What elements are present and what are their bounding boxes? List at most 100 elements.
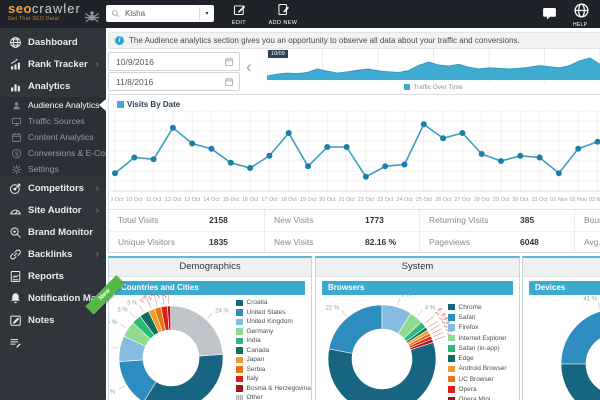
legend-swatch: [236, 337, 243, 344]
range-prev-chevron-icon[interactable]: ‹: [246, 57, 252, 76]
svg-text:2 %: 2 %: [156, 294, 166, 300]
legend-item: Bosnia & Herzegovina: [236, 384, 311, 394]
conversions-e-commerce-icon: $: [11, 148, 22, 159]
browsers-legend: Chrome Safari Firefox Internet Explorer Safa…: [448, 302, 507, 400]
sidebar-item-site-auditor[interactable]: Site Auditor ›: [0, 199, 106, 221]
svg-text:11 Oct: 11 Oct: [146, 197, 162, 203]
svg-text:3 %: 3 %: [127, 300, 138, 306]
panel-title: Demographics: [109, 258, 311, 277]
stat-label: Unique Visitors: [118, 237, 176, 247]
legend-swatch: [448, 345, 455, 352]
stat-label: Returning Visits: [429, 215, 489, 225]
competitors-icon: [9, 182, 22, 195]
legend-item: Japan: [236, 355, 311, 365]
legend-swatch: [448, 386, 455, 393]
sidebar-item-label: Analytics: [28, 80, 71, 92]
legend-item: Italy: [236, 374, 311, 384]
sidebar-nav: Dashboard Rank Tracker › Analytics Audience …: [0, 28, 106, 400]
sidebar-item-audience-analytics[interactable]: Audience Analytics: [0, 97, 106, 113]
spider-icon: [84, 8, 100, 24]
legend-label: Japan: [246, 356, 265, 364]
svg-text:21 Oct: 21 Oct: [338, 197, 355, 203]
date-from-input[interactable]: 10/9/2016: [108, 52, 240, 71]
sidebar-item-conversions-e-commerce[interactable]: $ Conversions & E-Commerce: [0, 145, 106, 161]
notification-manager-icon: [9, 292, 22, 305]
sidebar-item-notes[interactable]: Notes: [0, 309, 106, 331]
demographics-panel: Demographics Countries and Cities 35 %15…: [108, 256, 312, 400]
search-input[interactable]: [123, 8, 199, 19]
legend-swatch: [236, 394, 243, 400]
svg-text:1 %: 1 %: [441, 315, 451, 326]
sidebar-item-brand-monitor[interactable]: Brand Monitor: [0, 221, 106, 243]
rank-tracker-icon: [9, 58, 22, 71]
legend-swatch: [236, 375, 243, 382]
chat-button[interactable]: [541, 5, 558, 21]
stat-value: 1835: [209, 237, 228, 247]
stat-label: New Visits: [274, 237, 314, 247]
stat-value: 2158: [209, 215, 228, 225]
sidebar-item-competitors[interactable]: Competitors ›: [0, 177, 106, 199]
brand-monitor-icon: [9, 226, 22, 239]
svg-text:18 Oct: 18 Oct: [281, 197, 298, 203]
sidebar-item-label: Content Analytics: [28, 132, 94, 142]
legend-swatch: [236, 366, 243, 373]
help-icon: [573, 2, 590, 19]
sidebar-item-content-analytics[interactable]: Content Analytics: [0, 129, 106, 145]
legend-item: United Kingdom: [236, 317, 311, 327]
sidebar-item-reports[interactable]: Reports: [0, 265, 106, 287]
sidebar-item-analytics[interactable]: Analytics: [0, 75, 106, 97]
sidebar-item-notification-manager[interactable]: Notification Manager: [0, 287, 106, 309]
svg-text:41 %: 41 %: [583, 297, 597, 303]
chevron-right-icon: ›: [95, 58, 99, 70]
sidebar-item-menu[interactable]: [0, 331, 106, 353]
svg-text:26 Oct: 26 Oct: [435, 197, 452, 203]
svg-text:5 %: 5 %: [109, 320, 118, 326]
stat-unique-visitors: Unique Visitors 1835: [109, 231, 264, 252]
mini-chart-date-badge: 10/09: [268, 50, 288, 58]
sidebar-item-label: Notification Manager: [28, 292, 106, 304]
legend-swatch: [236, 347, 243, 354]
panel-subtitle: Devices: [529, 281, 600, 295]
sidebar-item-settings[interactable]: Settings: [0, 161, 106, 177]
sidebar-item-dashboard[interactable]: Dashboard: [0, 31, 106, 53]
search-box[interactable]: ▾: [106, 5, 214, 22]
edit-button[interactable]: EDIT: [221, 3, 257, 26]
svg-text:24 %: 24 %: [215, 308, 229, 314]
calendar-icon[interactable]: [224, 77, 234, 87]
svg-text:1 %: 1 %: [438, 311, 448, 322]
legend-label: Chrome: [458, 303, 482, 311]
legend-label: Italy: [246, 375, 259, 383]
legend-label: Safari: [458, 313, 476, 321]
sidebar-item-label: Site Auditor: [28, 204, 82, 216]
add-new-button[interactable]: ADD NEW: [259, 3, 307, 26]
content-analytics-icon: [11, 132, 22, 143]
legend-label: Germany: [246, 327, 274, 335]
legend-item: United States: [236, 308, 311, 318]
date-from-value: 10/9/2016: [116, 56, 154, 67]
legend-swatch: [448, 324, 455, 331]
legend-item: Opera Mini: [448, 395, 507, 400]
sidebar-item-backlinks[interactable]: Backlinks ›: [0, 243, 106, 265]
legend-label: United States: [246, 308, 286, 316]
sidebar-item-traffic-sources[interactable]: Traffic Sources: [0, 113, 106, 129]
svg-text:16 Oct: 16 Oct: [242, 197, 259, 203]
stat-bounce-rate: Bounce Rate: [574, 210, 600, 231]
sidebar-item-rank-tracker[interactable]: Rank Tracker ›: [0, 53, 106, 75]
help-button[interactable]: HELP: [573, 2, 600, 28]
backlinks-icon: [9, 248, 22, 261]
legend-item: Canada: [236, 346, 311, 356]
sidebar-item-label: Rank Tracker: [28, 58, 88, 70]
traffic-sources-icon: [11, 116, 22, 127]
legend-item: Safari (in-app): [448, 343, 507, 353]
calendar-icon[interactable]: [224, 57, 234, 67]
stat-value: 385: [520, 215, 535, 225]
svg-text:28 Oct: 28 Oct: [474, 197, 491, 203]
chevron-right-icon: ›: [95, 204, 99, 216]
system-panel: System Browsers 58 %22 %9 %4 %2 %1 %1 %1…: [315, 256, 520, 400]
legend-swatch: [448, 314, 455, 321]
date-to-input[interactable]: 11/8/2016: [108, 72, 240, 91]
traffic-over-time-chart[interactable]: [267, 49, 600, 82]
legend-swatch: [236, 309, 243, 316]
search-dropdown-caret[interactable]: ▾: [199, 7, 214, 20]
